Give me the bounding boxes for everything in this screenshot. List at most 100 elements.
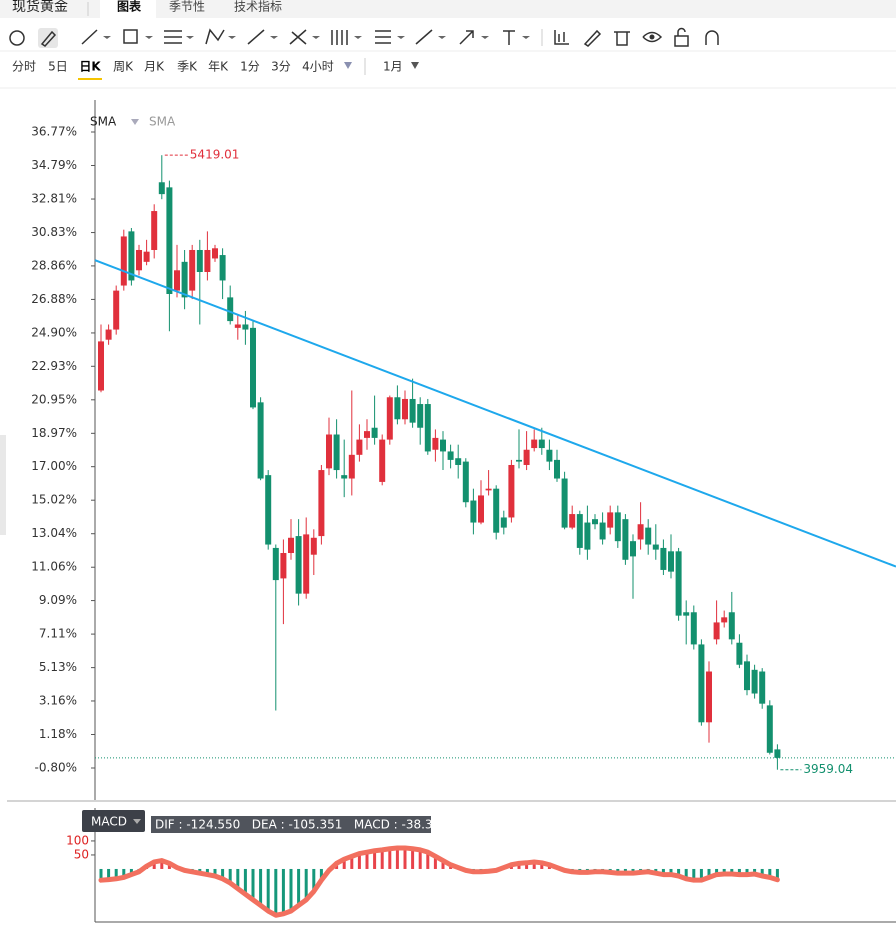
period-button[interactable]: 1分 — [240, 60, 260, 74]
y-tick-label: -0.80% — [35, 761, 77, 775]
y-tick-label: 5.13% — [39, 660, 77, 674]
candle-body — [280, 553, 287, 579]
candle-body — [668, 551, 674, 572]
macd-bar — [745, 868, 749, 875]
candle-body — [364, 431, 370, 438]
macd-values-bg — [151, 816, 431, 833]
candle-body — [455, 458, 462, 465]
period-button[interactable]: 月K — [144, 60, 165, 74]
macd-bar — [433, 856, 437, 869]
y-tick-label: 17.00% — [31, 459, 77, 473]
period-button[interactable]: 4小时 — [302, 60, 334, 74]
candle-body — [721, 617, 728, 623]
candle-body — [592, 519, 598, 525]
period-button[interactable]: 分时 — [12, 60, 36, 74]
period-button[interactable]: 3分 — [271, 60, 291, 74]
candle-body — [394, 397, 401, 420]
candle-body — [728, 612, 735, 640]
period-button[interactable]: 日K — [79, 60, 101, 74]
macd-bar — [768, 868, 772, 878]
macd-title[interactable]: MACD — [91, 815, 127, 829]
macd-bar — [213, 868, 217, 876]
active-tab-bg — [100, 0, 156, 20]
candle-body — [554, 459, 560, 479]
macd-bar — [221, 868, 225, 879]
candle-body — [751, 669, 758, 694]
macd-bar — [304, 868, 308, 900]
candle-body — [462, 461, 469, 503]
macd-bar — [365, 852, 369, 869]
trendline[interactable] — [94, 259, 896, 568]
macd-bar — [122, 868, 126, 878]
candle-body — [645, 527, 652, 545]
macd-bar — [236, 868, 240, 889]
candle-body — [432, 437, 439, 450]
candle-body — [417, 404, 424, 428]
symbol: 现货黄金 — [12, 0, 68, 15]
candle-body — [113, 290, 120, 330]
y-tick-label: 34.79% — [31, 158, 77, 172]
period-button[interactable]: 季K — [177, 60, 198, 74]
candle-body — [189, 249, 196, 291]
indicator-label[interactable]: SMA — [90, 115, 117, 129]
tab[interactable]: 技术指标 — [234, 0, 282, 14]
indicator-dropdown[interactable] — [131, 119, 139, 125]
candle-body — [774, 749, 781, 758]
candle-body — [683, 612, 690, 616]
macd-bar — [373, 850, 377, 869]
macd-bar — [730, 868, 734, 875]
y-tick-label: 15.02% — [31, 493, 77, 507]
macd-values: DIF : -124.550 DEA : -105.351 MACD : -38… — [155, 818, 448, 832]
macd-bar — [532, 861, 536, 869]
macd-bar — [403, 847, 407, 869]
range-dropdown[interactable] — [411, 62, 419, 69]
macd-bar — [517, 863, 521, 869]
candle-body — [257, 402, 264, 479]
indicator-label[interactable]: SMA — [149, 115, 176, 129]
candle-body — [234, 324, 241, 328]
macd-bar — [312, 868, 316, 892]
candle-body — [105, 329, 112, 340]
candle-body — [713, 622, 720, 640]
candle-body — [561, 478, 568, 528]
macd-bar — [266, 868, 270, 912]
macd-bar — [540, 862, 544, 869]
macd-bar — [357, 853, 361, 869]
tab-bar — [0, 0, 896, 18]
y-tick-label: 13.04% — [31, 526, 77, 540]
candle-body — [690, 612, 697, 645]
period-button[interactable]: 5日 — [48, 60, 68, 74]
candle-body — [288, 537, 294, 554]
macd-dropdown[interactable] — [133, 819, 141, 824]
period-button[interactable]: 周K — [113, 60, 134, 74]
candle-body — [166, 187, 173, 295]
tab[interactable]: 季节性 — [169, 0, 205, 14]
side-handle[interactable] — [0, 435, 6, 535]
tab[interactable]: 图表 — [117, 0, 142, 14]
period-button[interactable]: 年K — [208, 60, 229, 74]
macd-bar — [699, 868, 703, 881]
candle-body — [333, 434, 340, 471]
low-label: 3959.04 — [803, 762, 853, 776]
macd-bar — [297, 868, 301, 906]
macd-badge[interactable] — [82, 810, 145, 832]
candle-body — [622, 519, 629, 560]
candle-body — [516, 459, 522, 462]
candle-body — [143, 251, 150, 262]
candle-body — [409, 398, 416, 423]
candle-body — [584, 522, 591, 550]
candle-body — [538, 439, 545, 449]
period-active-underline — [78, 78, 102, 80]
candle-body — [652, 544, 659, 550]
period-dropdown[interactable] — [344, 62, 352, 69]
range-select[interactable]: 1月 — [383, 60, 403, 74]
candle-body — [295, 536, 302, 594]
candle-body — [546, 449, 553, 462]
candle-body — [500, 517, 507, 528]
candle-body — [181, 261, 188, 298]
candle-body — [766, 705, 773, 753]
macd-bar — [411, 848, 415, 869]
macd-bar — [707, 868, 711, 878]
candle-body — [637, 524, 644, 540]
candle-body — [531, 439, 538, 449]
